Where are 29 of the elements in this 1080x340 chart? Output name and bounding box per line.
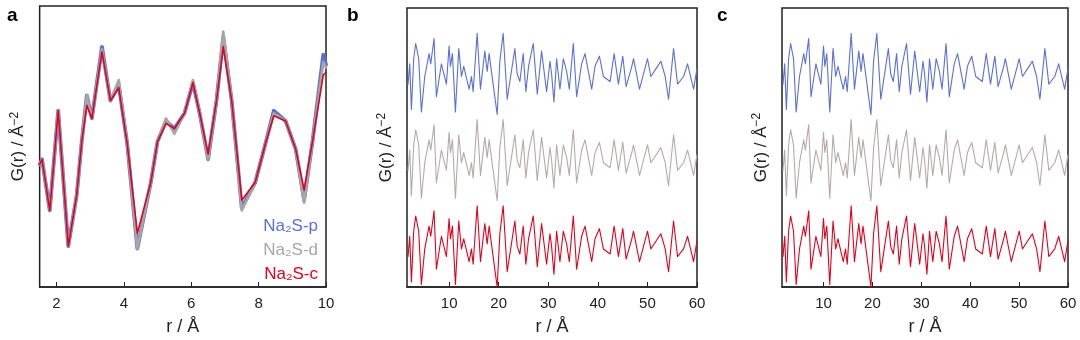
y-axis-title: G(r) / Å−2 xyxy=(749,112,770,183)
x-tick-label: 30 xyxy=(912,294,930,311)
x-axis-title: r / Å xyxy=(535,316,569,336)
x-tick-label: 40 xyxy=(589,294,607,311)
x-tick-label: 2 xyxy=(52,294,61,311)
series-label: Na₂S-p xyxy=(263,216,319,235)
x-tick-label: 20 xyxy=(864,294,881,311)
x-tick-label: 40 xyxy=(961,294,979,311)
x-tick-label: 50 xyxy=(1010,294,1028,311)
x-tick-label: 50 xyxy=(639,294,656,311)
x-tick-label: 6 xyxy=(187,294,196,311)
x-tick-label: 4 xyxy=(119,294,129,311)
x-axis-title: r / Å xyxy=(166,316,200,336)
x-tick-label: 10 xyxy=(317,294,335,311)
chart-title: a xyxy=(7,4,18,25)
text: Na₂S-c xyxy=(264,264,319,283)
x-tick-label: 8 xyxy=(254,294,263,311)
y-axis-title: G(r) / Å−2 xyxy=(374,112,395,183)
x-tick-label: 30 xyxy=(539,294,557,311)
x-tick-label: 60 xyxy=(688,294,706,311)
chart-title: c xyxy=(717,4,728,25)
x-tick-label: 60 xyxy=(1059,294,1077,311)
x-tick-label: 10 xyxy=(440,294,458,311)
chart-title: b xyxy=(347,4,359,25)
x-tick-label: 10 xyxy=(815,294,832,311)
y-axis-title: G(r) / Å−2 xyxy=(7,111,28,182)
text: Na₂S-d xyxy=(263,240,319,259)
x-axis-title: r / Å xyxy=(908,316,942,336)
x-tick-label: 20 xyxy=(490,294,508,311)
